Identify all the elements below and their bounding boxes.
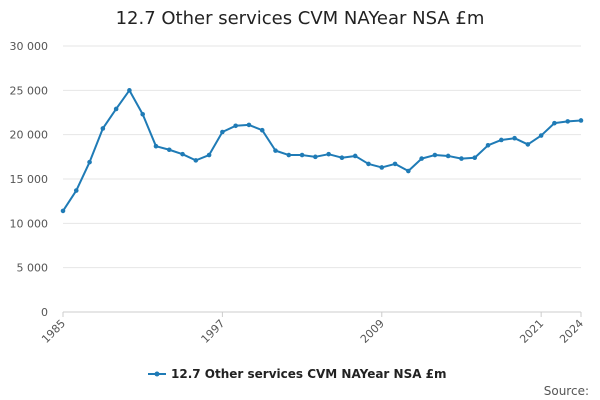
- data-point-2010[interactable]: [392, 161, 398, 167]
- x-tick-label: 1985: [39, 317, 68, 346]
- data-point-2013[interactable]: [432, 152, 438, 158]
- data-point-2004[interactable]: [313, 154, 318, 160]
- data-point-1987[interactable]: [87, 159, 92, 165]
- data-point-2023[interactable]: [565, 119, 571, 124]
- y-tick-label: 15 000: [10, 173, 49, 186]
- data-point-1991[interactable]: [140, 111, 145, 117]
- data-point-1995[interactable]: [193, 158, 199, 163]
- data-point-2005[interactable]: [326, 151, 331, 157]
- data-point-2001[interactable]: [273, 148, 278, 153]
- data-point-2009[interactable]: [379, 165, 385, 170]
- data-point-2006[interactable]: [339, 155, 345, 161]
- data-point-2000[interactable]: [259, 127, 265, 133]
- grid-lines: [63, 45, 581, 313]
- data-point-2021[interactable]: [538, 133, 544, 138]
- source-label: Source:: [544, 384, 589, 398]
- data-point-2011[interactable]: [406, 168, 411, 174]
- data-point-1993[interactable]: [166, 147, 172, 153]
- series-line-0: [62, 89, 582, 212]
- x-tick-label: 1997: [199, 317, 228, 346]
- data-point-1988[interactable]: [100, 126, 106, 131]
- data-point-2022[interactable]: [552, 120, 557, 126]
- y-tick-label: 5 000: [17, 262, 49, 275]
- legend[interactable]: 12.7 Other services CVM NAYear NSA £m: [148, 367, 447, 381]
- data-point-1985[interactable]: [60, 208, 66, 214]
- data-point-2024[interactable]: [578, 118, 584, 123]
- x-tick-label: 2024: [557, 317, 586, 346]
- x-tick-label: 2009: [358, 317, 387, 346]
- data-point-1994[interactable]: [180, 151, 185, 157]
- data-point-1989[interactable]: [113, 106, 119, 112]
- data-point-2003[interactable]: [299, 152, 305, 158]
- x-axis-ticks: 1985 1997 2009 2021 2024: [39, 312, 586, 346]
- data-point-2015[interactable]: [459, 156, 464, 161]
- series-line-group: [60, 88, 584, 214]
- data-point-2016[interactable]: [472, 155, 478, 161]
- y-tick-label: 20 000: [10, 129, 49, 142]
- data-point-1992[interactable]: [153, 143, 159, 149]
- data-point-1997[interactable]: [220, 129, 225, 135]
- chart-title: 12.7 Other services CVM NAYear NSA £m: [116, 8, 485, 29]
- y-axis-ticks: 0 5 000 10 000 15 000 20 000 25 000 30 000: [10, 40, 49, 319]
- data-point-2008[interactable]: [366, 161, 371, 167]
- data-point-2014[interactable]: [445, 153, 451, 159]
- data-point-1999[interactable]: [246, 122, 252, 128]
- y-tick-label: 0: [41, 306, 48, 319]
- data-point-2019[interactable]: [512, 135, 517, 141]
- y-tick-label: 30 000: [10, 40, 49, 53]
- x-tick-label: 2021: [517, 317, 546, 346]
- data-point-1998[interactable]: [233, 123, 238, 129]
- data-point-2018[interactable]: [499, 137, 504, 143]
- data-point-2007[interactable]: [352, 153, 358, 159]
- data-point-2012[interactable]: [419, 156, 424, 161]
- y-tick-label: 25 000: [10, 84, 49, 97]
- legend-swatch-marker: [154, 371, 160, 377]
- data-point-1990[interactable]: [127, 88, 132, 93]
- data-point-2017[interactable]: [485, 143, 491, 148]
- data-point-2020[interactable]: [525, 142, 531, 147]
- data-point-1996[interactable]: [206, 152, 212, 158]
- data-point-2002[interactable]: [286, 152, 292, 158]
- y-tick-label: 10 000: [10, 217, 49, 230]
- legend-label: 12.7 Other services CVM NAYear NSA £m: [171, 367, 447, 381]
- data-point-1986[interactable]: [73, 188, 79, 193]
